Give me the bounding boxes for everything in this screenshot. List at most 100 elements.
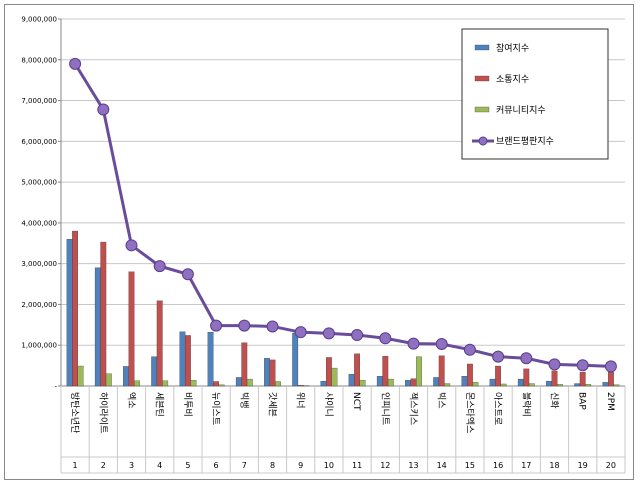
bar-2-13 [444,383,451,387]
bar-1-10 [354,353,361,387]
line-point-11 [379,332,392,345]
rank-label: 14 [437,461,447,470]
line-point-2 [125,239,138,252]
line-point-18 [576,359,589,372]
bar-0-14 [461,376,468,387]
bar-1-7 [269,359,276,387]
rank-label: 20 [606,461,616,470]
legend-box [461,28,609,160]
category-label: 2PM [605,392,615,411]
line-point-14 [463,343,476,356]
category-label: 아스트로 [492,392,503,425]
category-label: 젝스키스 [408,392,419,425]
bar-2-12 [416,356,422,387]
bar-1-0 [72,230,78,387]
bar-2-17 [557,384,563,387]
rank-label: 1 [73,461,78,470]
line-point-0 [69,57,82,70]
bar-1-4 [184,335,191,387]
bar-2-9 [331,367,338,387]
y-tick-label: 1,000,000 [21,342,57,350]
line-point-15 [492,350,505,363]
bar-0-7 [264,358,270,387]
category-label: 뉴이스트 [210,392,221,425]
bar-0-18 [574,383,581,387]
bar-1-8 [297,385,304,387]
y-tick-label: 6,000,000 [21,138,57,146]
bar-2-0 [77,365,84,387]
bar-0-5 [207,332,214,387]
bar-2-3 [162,380,169,387]
rank-label: 13 [408,461,418,470]
rank-label: 6 [214,461,219,470]
legend-label-0: 참여지수 [496,42,529,54]
bar-2-10 [359,380,366,387]
line-point-10 [351,329,364,342]
line-point-5 [210,319,223,332]
bar-2-18 [585,384,592,387]
bar-0-9 [320,380,327,387]
line-point-4 [181,268,194,281]
bar-0-16 [517,378,524,387]
rank-label: 5 [185,461,190,470]
category-label: 빅스 [436,392,447,409]
rank-label: 19 [578,461,588,470]
category-label: 위너 [295,392,306,409]
line-point-17 [548,358,561,371]
legend-label-3: 브랜드평판지수 [496,136,554,147]
bar-1-2 [128,271,135,387]
bar-0-1 [94,267,101,387]
rank-label: 7 [242,461,247,470]
bar-0-2 [123,366,129,387]
line-point-8 [294,326,307,339]
category-label: 몬스타엑스 [464,392,476,433]
rank-label: 11 [352,461,362,470]
bar-1-13 [438,355,445,387]
line-point-19 [604,360,617,373]
legend-swatch-0 [474,44,490,51]
category-label: 엑소 [126,392,138,409]
bar-1-1 [100,241,107,387]
line-point-16 [520,352,533,365]
y-tick-label: - [54,383,57,391]
bar-1-11 [382,356,389,387]
line-point-7 [266,320,279,333]
bar-1-17 [551,370,558,387]
bar-2-19 [613,384,620,387]
rank-label: 12 [380,461,390,470]
bar-0-19 [602,382,609,387]
bar-2-1 [105,373,112,387]
bar-2-15 [500,383,507,387]
rank-label: 15 [465,461,475,470]
y-tick-label: 9,000,000 [21,16,57,24]
bar-1-18 [579,371,586,387]
bar-0-10 [348,374,355,387]
bar-0-15 [489,378,496,387]
bar-0-8 [292,332,299,387]
bar-0-17 [546,380,552,387]
bar-2-2 [134,380,140,387]
bar-1-19 [608,371,614,387]
bar-2-14 [472,382,479,387]
chart-frame: - 1,000,000 2,000,000 3,000,000 4,000,000 5,0… [4,4,634,480]
category-label: BAP [577,392,587,410]
bar-2-11 [387,378,394,387]
bar-2-6 [246,378,253,387]
line-point-13 [435,337,448,350]
bar-2-5 [218,384,225,387]
bar-0-13 [433,377,440,387]
rank-label: 3 [129,461,134,470]
rank-label: 17 [521,461,531,470]
rank-label: 10 [324,461,334,470]
bar-0-4 [179,331,186,387]
category-label: 방탄소년단 [69,392,80,433]
legend-swatch-marker-3 [478,136,488,146]
bar-0-6 [235,377,242,387]
bar-0-0 [66,239,73,387]
chart-svg: - 1,000,000 2,000,000 3,000,000 4,000,000 5,0… [21,16,626,474]
rank-label: 18 [549,461,559,470]
rank-label: 16 [493,461,503,470]
bar-1-15 [495,365,502,387]
legend-label-2: 커뮤니티지수 [496,105,546,116]
category-label: 인피니트 [379,392,390,425]
